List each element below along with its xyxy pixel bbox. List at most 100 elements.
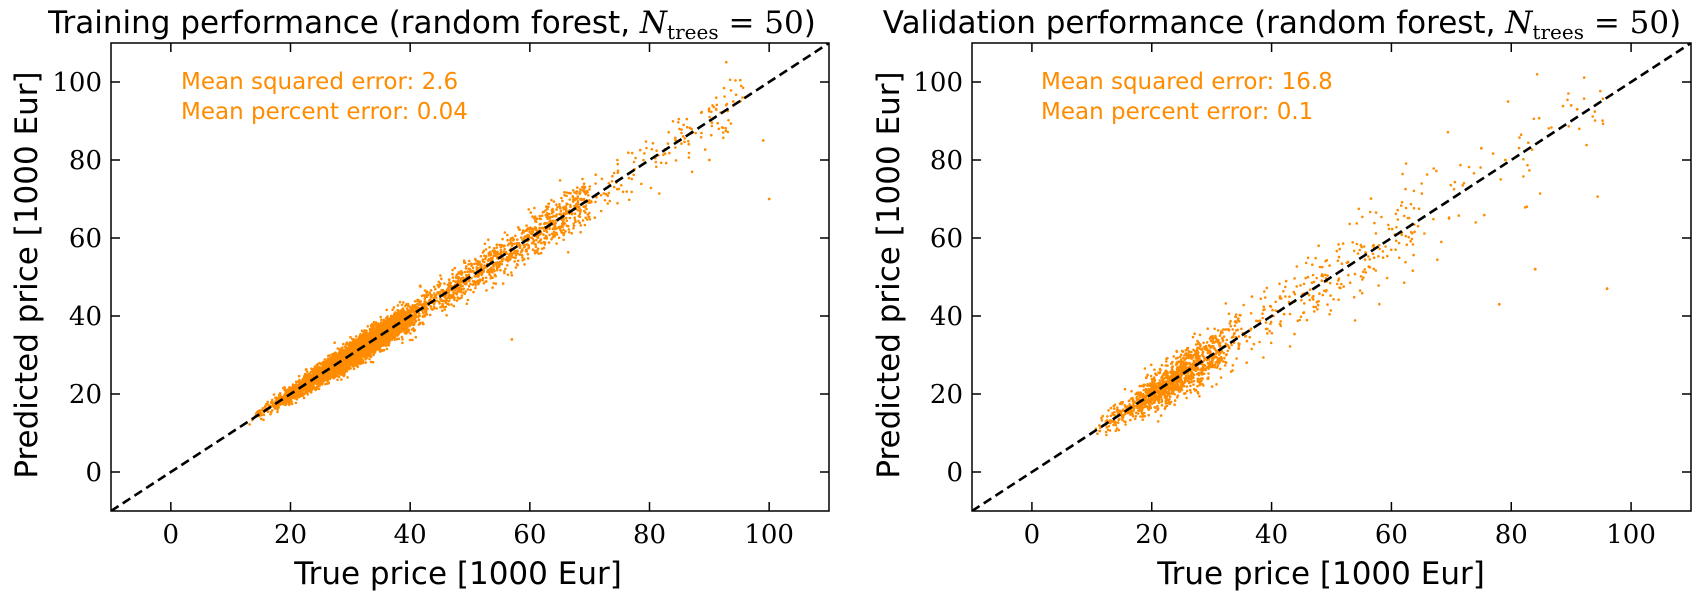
scatter-point xyxy=(531,248,535,251)
scatter-point xyxy=(521,248,524,251)
scatter-point xyxy=(477,282,480,286)
scatter-point xyxy=(338,348,342,352)
scatter-point xyxy=(387,340,391,344)
scatter-point xyxy=(577,214,581,218)
scatter-point xyxy=(617,187,621,191)
scatter-point xyxy=(369,355,373,359)
scatter-point xyxy=(581,219,585,222)
scatter-point xyxy=(309,391,313,394)
scatter-point xyxy=(579,224,583,227)
scatter-point xyxy=(578,212,582,216)
scatter-point xyxy=(612,171,616,175)
scatter-point xyxy=(474,275,477,278)
scatter-point xyxy=(687,139,690,143)
scatter-point xyxy=(588,188,591,191)
scatter-point xyxy=(469,288,472,292)
scatter-point xyxy=(682,123,685,127)
scatter-point xyxy=(533,251,537,255)
scatter-point xyxy=(572,222,576,225)
scatter-point xyxy=(576,200,580,203)
scatter-point xyxy=(320,366,324,369)
scatter-point xyxy=(553,227,557,231)
scatter-point xyxy=(555,213,558,216)
scatter-point xyxy=(726,130,730,134)
scatter-point xyxy=(518,253,522,256)
scatter-point xyxy=(447,299,451,303)
scatter-point xyxy=(513,242,516,246)
scatter-point xyxy=(518,245,522,249)
scatter-point xyxy=(683,140,686,144)
scatter-point xyxy=(398,300,402,304)
scatter-point xyxy=(680,128,683,131)
scatter-point xyxy=(473,262,476,266)
scatter-point xyxy=(352,363,355,367)
scatter-point xyxy=(430,295,433,299)
scatter-point xyxy=(309,371,313,374)
scatter-point xyxy=(545,221,548,225)
scatter-point xyxy=(512,238,516,241)
scatter-point xyxy=(527,246,531,249)
scatter-point xyxy=(715,103,719,107)
scatter-point xyxy=(651,141,655,145)
scatter-point xyxy=(655,149,658,152)
scatter-point xyxy=(441,309,444,313)
scatter-point xyxy=(616,171,620,174)
scatter-point xyxy=(703,148,707,151)
scatter-point xyxy=(690,170,694,174)
scatter-point xyxy=(310,367,313,371)
scatter-point xyxy=(491,256,494,260)
scatter-point xyxy=(510,252,514,256)
scatter-point xyxy=(555,242,558,245)
scatter-point xyxy=(435,307,438,310)
scatter-point xyxy=(565,203,569,206)
scatter-point xyxy=(295,397,299,401)
scatter-point xyxy=(685,125,689,129)
scatter-point xyxy=(576,197,579,200)
scatter-point xyxy=(741,86,745,90)
scatter-point xyxy=(602,192,606,195)
scatter-point xyxy=(488,250,492,254)
scatter-point xyxy=(489,275,493,278)
scatter-point xyxy=(522,257,526,261)
scatter-point xyxy=(439,306,442,309)
scatter-point xyxy=(594,182,597,185)
scatter-point xyxy=(443,282,446,285)
scatter-point xyxy=(400,335,404,339)
scatter-point xyxy=(504,267,507,271)
scatter-point xyxy=(495,246,499,249)
scatter-point xyxy=(506,264,509,267)
scatter-point xyxy=(471,280,475,283)
scatter-point xyxy=(671,120,675,123)
scatter-point xyxy=(484,276,488,280)
scatter-points xyxy=(248,60,771,426)
scatter-point xyxy=(586,213,590,216)
scatter-point xyxy=(557,236,561,240)
scatter-point xyxy=(514,256,517,260)
scatter-point xyxy=(276,410,279,414)
scatter-point xyxy=(498,260,502,264)
scatter-point xyxy=(584,206,587,209)
scatter-point xyxy=(352,367,356,371)
scatter-point xyxy=(503,247,507,251)
scatter-point xyxy=(578,221,582,225)
scatter-point xyxy=(717,127,721,131)
scatter-point xyxy=(385,316,388,320)
scatter-point xyxy=(451,268,454,272)
scatter-point xyxy=(482,270,485,273)
scatter-point xyxy=(526,257,530,260)
scatter-point xyxy=(674,136,677,140)
scatter-point xyxy=(368,357,371,361)
scatter-point xyxy=(283,388,286,392)
scatter-point xyxy=(724,129,728,133)
scatter-point xyxy=(492,282,496,285)
scatter-point xyxy=(569,205,572,209)
scatter-point xyxy=(547,213,550,216)
scatter-point xyxy=(600,177,604,181)
scatter-point xyxy=(288,401,292,404)
scatter-point xyxy=(488,273,491,276)
scatter-point xyxy=(475,268,479,272)
scatter-point xyxy=(664,161,668,165)
scatter-point xyxy=(574,203,578,206)
scatter-point xyxy=(687,142,691,146)
